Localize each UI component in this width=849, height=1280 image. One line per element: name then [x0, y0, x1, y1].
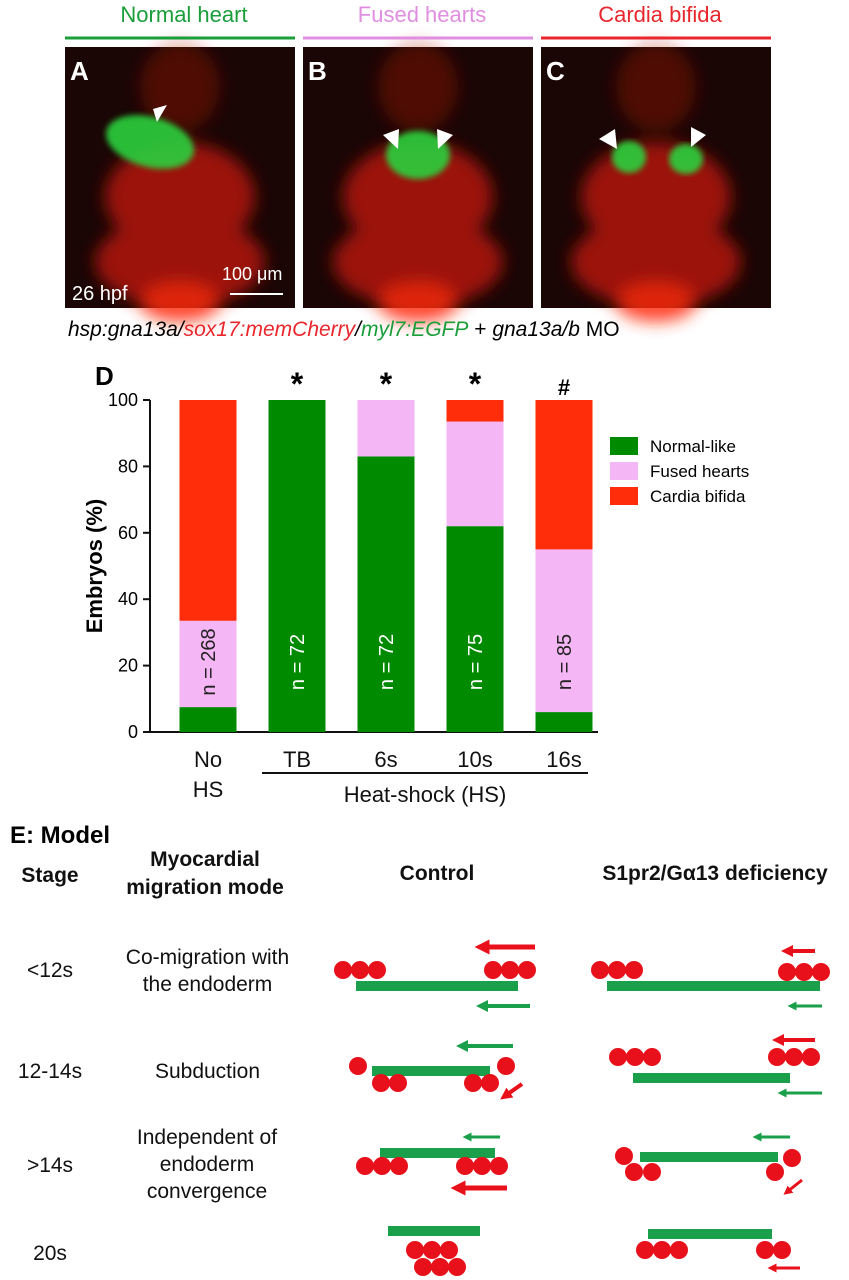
legend-swatch [610, 462, 638, 480]
n-label: n = 72 [287, 634, 309, 690]
mode: Co-migration with the endoderm [125, 946, 290, 996]
legend-swatch [610, 437, 638, 455]
x-tick-label: 6s [374, 747, 398, 772]
legend-label: Fused hearts [650, 462, 749, 481]
y-tick-label: 100 [108, 390, 138, 410]
y-tick-label: 20 [118, 656, 138, 676]
significance-mark: * [469, 366, 482, 402]
stage: 12-14s [17, 1060, 83, 1083]
caption-part: / [355, 318, 362, 341]
n-label: n = 75 [465, 634, 487, 690]
image-panel-c [541, 42, 771, 322]
panel-letter: C [546, 56, 565, 86]
column-header: S1pr2/Gα13 deficiency [602, 862, 828, 885]
stage: 20s [33, 1242, 67, 1265]
panel-title: Normal heart [120, 2, 248, 27]
caption: hsp:gna13a/sox17:memCherry/myl7:EGFP + g… [68, 318, 620, 342]
column-header: Control [399, 862, 475, 885]
scale-label: 100 μm [222, 264, 282, 284]
significance-mark: # [558, 375, 570, 400]
bar-segment [446, 526, 504, 732]
bar-segment [179, 707, 237, 732]
bar-segment [357, 400, 415, 457]
bar-segment [179, 620, 237, 708]
image-panel-b [303, 42, 533, 322]
bar-segment [535, 712, 593, 732]
column-header: Stage [21, 864, 79, 887]
panel-letter: A [70, 56, 89, 86]
panel-title: Cardia bifida [598, 2, 722, 27]
bar-segment [268, 400, 326, 732]
caption-part: MO [579, 318, 620, 341]
bar-segment [535, 549, 593, 713]
mode: Subduction [154, 1060, 261, 1083]
x-tick-label: No HS [192, 747, 224, 802]
legend-label: Normal-like [650, 437, 736, 456]
model-diagrams [334, 939, 830, 1276]
panel-letter: B [308, 56, 327, 86]
mode: Independent of endoderm convergence [136, 1126, 278, 1203]
bar-segment [357, 456, 415, 732]
caption-part: hsp:gna13a/ [68, 318, 184, 341]
stage: <12s [26, 959, 74, 982]
x-tick-label: 16s [546, 747, 582, 772]
caption-part: sox17:memCherry [183, 318, 356, 341]
y-tick-label: 60 [118, 523, 138, 543]
caption-part: gna13a/b [492, 318, 580, 341]
legend-swatch [610, 487, 638, 505]
panel-title: Fused hearts [357, 2, 487, 27]
n-label: n = 85 [554, 634, 576, 690]
group-label: Heat-shock (HS) [343, 782, 507, 807]
n-label: n = 72 [376, 634, 398, 690]
y-axis-label: Embryos (%) [82, 499, 107, 633]
stage-label: 26 hpf [72, 283, 128, 305]
x-tick-label: 10s [457, 747, 493, 772]
bar-segment [446, 400, 504, 422]
image-panel-a [65, 42, 295, 322]
y-tick-label: 80 [118, 456, 138, 476]
x-tick-label: TB [282, 747, 312, 772]
stage: >14s [26, 1154, 74, 1177]
y-tick-label: 40 [118, 589, 138, 609]
caption-part: myl7:EGFP [361, 318, 469, 341]
panel-letter: D [95, 361, 114, 391]
significance-mark: * [291, 366, 304, 402]
model-title: E: Model [10, 822, 110, 849]
caption-part: + [468, 318, 493, 341]
bar-segment [535, 400, 593, 550]
y-tick-label: 0 [128, 722, 138, 742]
significance-mark: * [380, 366, 393, 402]
legend-label: Cardia bifida [650, 487, 746, 506]
bar-segment [446, 421, 504, 527]
bar-segment [179, 400, 237, 621]
column-header: Myocardial migration mode [126, 848, 284, 899]
n-label: n = 268 [198, 628, 220, 695]
